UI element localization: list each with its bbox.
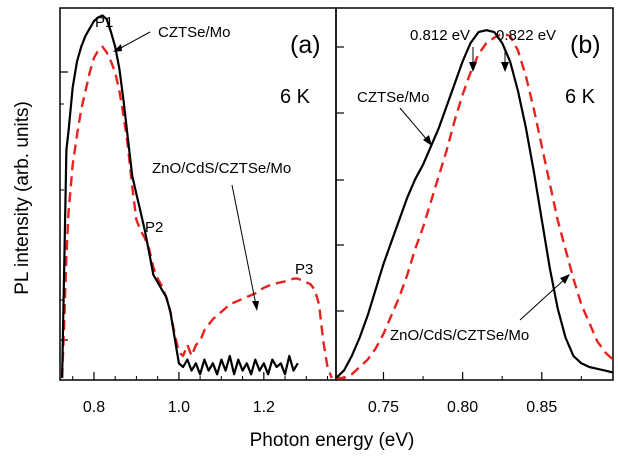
panel-a-temperature: 6 K bbox=[280, 86, 311, 108]
panel-a-arrows bbox=[113, 31, 259, 311]
panel-b-label: (b) bbox=[570, 31, 601, 59]
czts-mo-arrowhead-a bbox=[113, 44, 122, 52]
zno-arrow-b bbox=[519, 278, 566, 321]
panel-b-temperature: 6 K bbox=[565, 86, 596, 108]
x-tick-label-a-0: 0.8 bbox=[83, 399, 105, 416]
panel-b: 0.75 0.80 0.85 (b) 6 K 0.812 eV 0.822 eV C… bbox=[335, 7, 614, 416]
panel-a: 0.8 1.0 1.2 (a) 6 K P1 P2 P3 CZTSe/Mo ZnO/… bbox=[59, 7, 337, 416]
peak-arrowhead-0822 bbox=[501, 62, 509, 72]
series-label-zno-a: ZnO/CdS/CZTSe/Mo bbox=[152, 160, 291, 177]
czts-mo-arrow-b bbox=[399, 107, 429, 142]
series-label-czts-mo-a: CZTSe/Mo bbox=[158, 24, 231, 41]
zno-arrowhead-a bbox=[252, 301, 259, 311]
panel-b-series bbox=[335, 29, 614, 380]
panel-b-frame bbox=[335, 7, 614, 381]
panel-b-arrows bbox=[399, 47, 570, 321]
panel-a-frame bbox=[59, 7, 337, 381]
x-tick-label-b-2: 0.85 bbox=[526, 399, 557, 416]
series-label-zno-b: ZnO/CdS/CZTSe/Mo bbox=[390, 327, 529, 344]
zno-arrowhead-b bbox=[560, 274, 570, 284]
x-tick-label-b-1: 0.80 bbox=[447, 399, 478, 416]
x-axis-label: Photon energy (eV) bbox=[250, 430, 415, 451]
x-tick-label-b-0: 0.75 bbox=[368, 399, 399, 416]
panel-b-ticks: 0.75 0.80 0.85 bbox=[336, 46, 582, 416]
peak-label-p3: P3 bbox=[295, 261, 313, 278]
panel-a-series bbox=[60, 14, 333, 379]
series-a-czts-mo-line bbox=[61, 14, 299, 379]
zno-arrow-a bbox=[231, 184, 257, 306]
x-tick-label-a-2: 1.2 bbox=[253, 399, 275, 416]
panel-a-ticks: 0.8 1.0 1.2 bbox=[60, 71, 329, 416]
series-label-czts-mo-b: CZTSe/Mo bbox=[357, 89, 430, 106]
peak-energy-label-0822: 0.822 eV bbox=[496, 27, 556, 44]
czts-mo-arrowhead-b bbox=[423, 135, 432, 146]
peak-label-p1: P1 bbox=[95, 14, 113, 31]
series-b-czts-mo-line bbox=[335, 29, 614, 379]
y-axis-label: PL intensity (arb. units) bbox=[12, 101, 33, 295]
x-tick-label-a-1: 1.0 bbox=[168, 399, 190, 416]
peak-energy-label-0812: 0.812 eV bbox=[410, 27, 470, 44]
czts-mo-arrow-a bbox=[116, 31, 151, 51]
peak-label-p2: P2 bbox=[145, 219, 163, 236]
peak-arrowhead-0812 bbox=[469, 62, 477, 72]
panel-a-label: (a) bbox=[290, 31, 321, 59]
